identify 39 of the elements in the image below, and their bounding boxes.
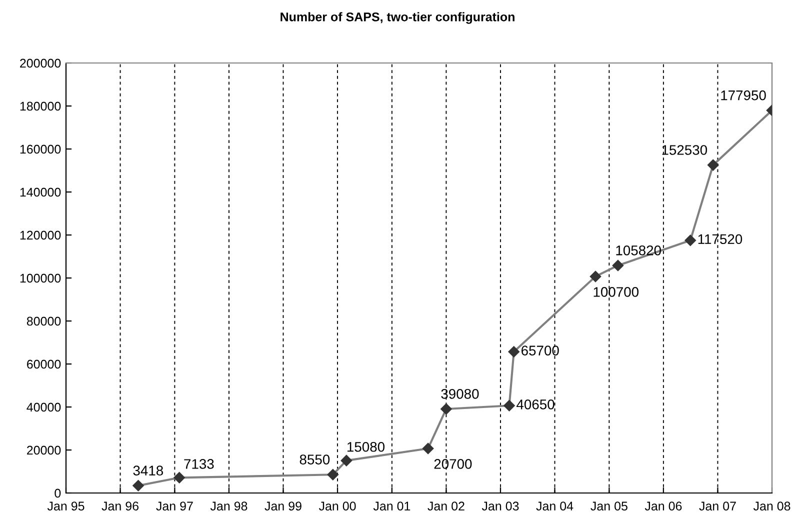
data-label: 152530 [662, 145, 708, 155]
data-label: 8550 [300, 454, 330, 464]
x-tick-label: Jan 07 [699, 502, 736, 511]
y-tick-label: 20000 [27, 446, 61, 455]
y-tick-label: 180000 [20, 102, 61, 111]
data-label: 100700 [594, 287, 639, 297]
x-tick-label: Jan 06 [644, 502, 682, 511]
data-label: 7133 [184, 459, 214, 469]
chart-title: Number of SAPS, two-tier configuration [280, 12, 514, 24]
data-label: 3418 [133, 466, 164, 476]
x-tick-label: Jan 98 [210, 502, 248, 511]
y-tick-label: 80000 [26, 316, 61, 326]
y-tick-label: 100000 [20, 274, 61, 283]
y-tick-label: 60000 [27, 360, 61, 369]
data-label: 177950 [721, 90, 766, 100]
y-tick-label: 40000 [26, 402, 61, 412]
x-tick-label: Jan 03 [482, 502, 519, 511]
x-tick-label: Jan 00 [318, 502, 356, 511]
x-tick-label: Jan 01 [373, 502, 410, 511]
x-tick-label: Jan 05 [590, 502, 628, 511]
y-tick-label: 200000 [20, 58, 61, 68]
data-label: 40650 [516, 399, 554, 410]
data-label: 65700 [522, 346, 559, 356]
y-tick-label: 140000 [20, 188, 61, 197]
data-label: 39080 [441, 388, 479, 399]
data-label: 20700 [434, 459, 472, 469]
x-tick-label: Jan 04 [536, 502, 574, 511]
x-tick-label: Jan 02 [428, 502, 464, 511]
x-tick-label: Jan 95 [47, 502, 84, 511]
y-tick-label: 120000 [20, 230, 61, 240]
x-tick-label: Jan 08 [753, 502, 790, 511]
x-tick-label: Jan 99 [264, 502, 302, 511]
y-tick-label: 160000 [20, 144, 61, 154]
data-label: 105820 [616, 245, 661, 256]
data-label: 117520 [698, 234, 742, 244]
x-tick-label: Jan 97 [156, 502, 193, 511]
x-tick-label: Jan 96 [102, 502, 138, 511]
data-label: 15080 [347, 442, 385, 452]
y-tick-label: 0 [54, 488, 61, 498]
